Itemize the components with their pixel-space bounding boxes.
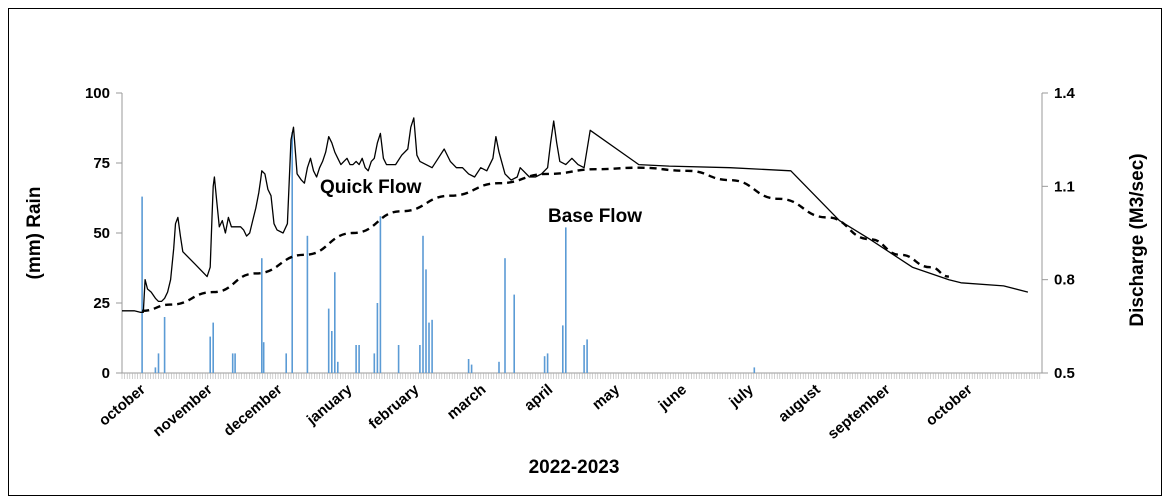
rain-bar: [234, 353, 236, 373]
y-right-tick-label: 0.5: [1054, 365, 1075, 382]
x-month-label: august: [775, 381, 824, 426]
rain-bar: [422, 235, 424, 373]
discharge-lines: [122, 117, 1029, 313]
rain-bar: [262, 342, 265, 373]
y-left-tick-label: 75: [93, 155, 110, 172]
x-month-label: july: [725, 381, 757, 412]
rain-bar: [565, 227, 567, 373]
x-month-label: march: [444, 381, 489, 423]
rain-bar: [431, 319, 433, 373]
rain-bar: [376, 303, 379, 373]
rain-bar: [470, 364, 473, 373]
rain-bar: [337, 361, 339, 373]
rain-bar: [306, 235, 309, 373]
x-month-label: december: [220, 381, 285, 440]
x-month-label: june: [655, 381, 690, 414]
rain-bar: [504, 258, 506, 373]
rain-bar: [498, 361, 500, 373]
rain-bar: [231, 353, 234, 373]
y-left-tick-label: 25: [93, 295, 110, 312]
x-month-label: october: [923, 381, 976, 429]
rain-bars: [141, 132, 756, 373]
y-left-tick-label: 100: [85, 85, 110, 102]
rain-bar: [291, 132, 293, 373]
x-month-label: february: [365, 381, 422, 433]
y-right-tick-label: 0.8: [1054, 272, 1075, 289]
rain-bar: [753, 367, 756, 373]
x-month-label: september: [825, 381, 894, 443]
rain-bar: [397, 345, 400, 373]
y-right-tick-label: 1.1: [1054, 178, 1075, 195]
y-left-tick-label: 0: [102, 365, 110, 382]
discharge-series-line: [122, 117, 1029, 313]
x-month-label: january: [303, 381, 356, 429]
chart-frame: [8, 8, 1162, 496]
rain-bar: [355, 345, 357, 373]
annotation-base-flow: Base Flow: [548, 206, 642, 227]
y-axis-left-title: (mm) Rain: [24, 187, 45, 280]
y-axis-right-title: Discharge (M3/sec): [1127, 153, 1148, 326]
rain-bar: [379, 216, 382, 373]
rain-bar: [157, 353, 160, 373]
rain-bar: [373, 353, 376, 373]
rain-bar: [163, 317, 166, 373]
rain-bar: [586, 339, 588, 373]
rain-bar: [327, 308, 330, 373]
rain-bar: [285, 353, 287, 373]
rain-bar: [141, 196, 143, 373]
rain-bar: [209, 336, 211, 373]
rain-bar: [543, 356, 546, 373]
x-month-label: april: [521, 381, 556, 414]
rain-bar: [428, 322, 430, 373]
rain-bar: [546, 353, 549, 373]
rain-bar: [331, 331, 333, 373]
rain-bar: [467, 359, 470, 373]
rain-bar: [261, 258, 263, 373]
rain-bar: [154, 367, 157, 373]
rain-bar: [425, 269, 427, 373]
rain-bar: [419, 345, 421, 373]
rain-bar: [334, 272, 336, 373]
axes-layer: [116, 92, 1048, 379]
x-month-label: october: [96, 381, 149, 429]
annotation-quick-flow: Quick Flow: [320, 177, 422, 198]
x-axis-title: 2022-2023: [529, 457, 620, 478]
rain-bar: [562, 325, 564, 373]
rain-bar: [583, 345, 585, 373]
rain-bar: [513, 294, 515, 373]
base-flow-series-line: [142, 166, 950, 312]
y-right-tick-label: 1.4: [1054, 85, 1076, 102]
rain-bar: [212, 322, 214, 373]
x-month-label: november: [150, 381, 216, 440]
y-left-tick-label: 50: [93, 225, 110, 242]
x-month-label: may: [589, 381, 623, 414]
rain-bar: [358, 345, 360, 373]
